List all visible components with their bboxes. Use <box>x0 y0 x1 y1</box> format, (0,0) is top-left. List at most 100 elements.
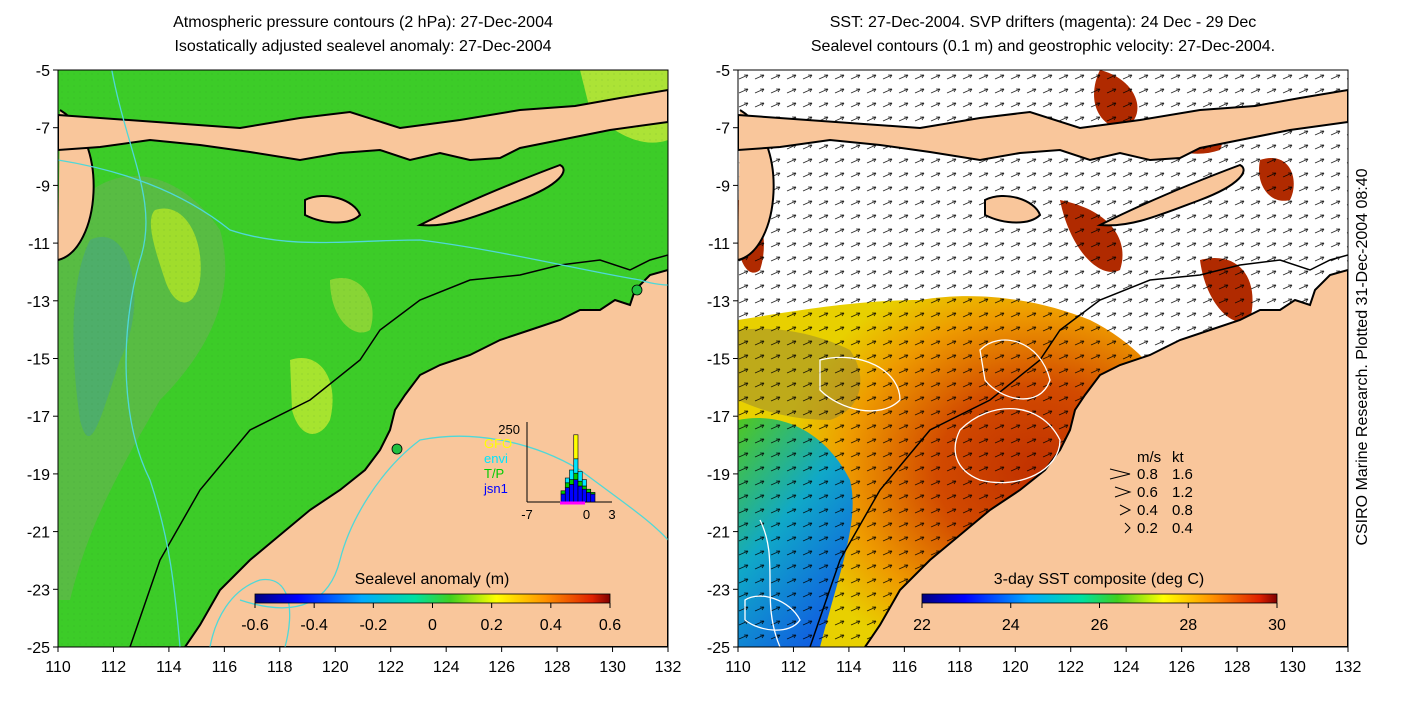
speed-legend-ms-value: 0.8 <box>1137 466 1158 483</box>
inset-bar-jsn1 <box>564 487 570 503</box>
speed-legend-ms-value: 0.4 <box>1137 502 1158 519</box>
speed-legend-arrow <box>1109 468 1131 480</box>
left-station-marker-2 <box>631 284 643 296</box>
right-colorbar-tick-label: 28 <box>1179 617 1197 634</box>
left-lat-tick-label: -15 <box>27 352 50 369</box>
inset-x-tick-label: 3 <box>608 507 615 522</box>
right-lat-tick-label: -17 <box>707 409 730 426</box>
inset-bar-t-p <box>581 485 587 490</box>
inset-bar-envi <box>573 458 579 474</box>
left-lat-tick-label: -23 <box>27 582 50 599</box>
left-colorbar-tick-label: 0.6 <box>599 617 621 634</box>
left-lon-tick-label: 130 <box>599 659 626 676</box>
right-lon-tick-label: 130 <box>1279 659 1306 676</box>
left-lon-tick-label: 118 <box>267 659 293 676</box>
inset-bar-gfo <box>573 434 579 460</box>
right-lat-tick-label: -19 <box>707 467 730 484</box>
plot-credit: CSIRO Marine Research. Plotted 31-Dec-20… <box>1354 168 1371 545</box>
left-title-line1: Atmospheric pressure contours (2 hPa): 2… <box>173 14 553 31</box>
inset-bar-jsn1 <box>586 492 592 503</box>
left-pressure-contour-1 <box>111 70 181 647</box>
speed-legend-kt-value: 1.2 <box>1172 484 1193 501</box>
left-lat-tick-label: -7 <box>36 121 50 138</box>
inset-bar-t-p <box>586 488 592 493</box>
right-colorbar-ticks: 22 24 26 28 30 <box>913 603 1286 634</box>
inset-bar-envi <box>569 469 575 480</box>
left-lon-tick-label: 124 <box>433 659 460 676</box>
left-colorbar-tick-label: 0 <box>428 617 437 634</box>
left-pressure-contour-3 <box>239 435 668 609</box>
right-sealevel-contour-2 <box>979 339 1051 400</box>
inset-bar-jsn1 <box>577 485 583 503</box>
inset-x-tick-label: 0 <box>583 507 590 522</box>
right-lesser-sunda-islands <box>738 88 1348 162</box>
left-colorbar-ticks: -0.6 -0.4 -0.2 0 0.2 0.4 0.6 <box>241 603 621 634</box>
left-lon-tick-label: 110 <box>45 659 71 676</box>
left-lat-tick-label: -13 <box>27 294 50 311</box>
inset-x-tick-label: -7 <box>521 507 533 522</box>
left-title-line2: Isostatically adjusted sealevel anomaly:… <box>174 38 552 55</box>
left-lat-tick-label: -9 <box>36 178 50 195</box>
right-colorbar-tick-label: 22 <box>913 617 931 634</box>
right-sealevel-contour-4 <box>819 356 901 412</box>
right-lat-tick-label: -15 <box>707 352 730 369</box>
left-pressure-contour-4 <box>209 578 291 647</box>
right-colorbar <box>921 593 1278 604</box>
left-lon-tick-label: 132 <box>655 659 682 676</box>
left-lon-tick-label: 116 <box>212 659 238 676</box>
right-lon-tick-label: 128 <box>1224 659 1251 676</box>
right-lon-tick-label: 116 <box>892 659 918 676</box>
right-lon-tick-label: 124 <box>1113 659 1140 676</box>
speed-legend-ms-value: 0.2 <box>1137 520 1158 537</box>
right-title-line1: SST: 27-Dec-2004. SVP drifters (magenta)… <box>829 14 1257 31</box>
left-colorbar-tick-label: -0.4 <box>300 617 328 634</box>
inset-bar-jsn1 <box>573 479 579 503</box>
left-lat-tick-label: -11 <box>28 236 50 253</box>
right-colorbar-tick-label: 30 <box>1268 617 1286 634</box>
left-lon-tick-label: 126 <box>488 659 515 676</box>
map-axis-ticks: -5 -7 -9 -11 -13 -15 -17 -19 -21 -23 -25 110 112 114 1… <box>27 63 1362 676</box>
inset-bar-t-p <box>564 482 570 488</box>
right-lon-tick-label: 112 <box>781 659 807 676</box>
right-shelf-edge-contour <box>809 254 1348 647</box>
speed-legend-kt-value: 0.8 <box>1172 502 1193 519</box>
right-sealevel-contour-5 <box>744 595 801 631</box>
speed-legend-header-ms: m/s <box>1137 449 1161 466</box>
inset-legend-gfo: GFO <box>484 436 512 451</box>
inset-legend-t-p: T/P <box>484 466 504 481</box>
right-lon-tick-label: 118 <box>947 659 973 676</box>
left-lat-tick-label: -5 <box>36 63 50 80</box>
speed-legend-kt-value: 1.6 <box>1172 466 1193 483</box>
speed-legend: m/s kt 0.8 1.60.6 1.20.4 0.80.2 0.4 <box>1109 449 1193 537</box>
left-colorbar-label: Sealevel anomaly (m) <box>355 571 510 588</box>
left-lat-tick-label: -25 <box>27 640 50 657</box>
right-lat-tick-label: -23 <box>707 582 730 599</box>
inset-bar-envi <box>577 471 583 482</box>
inset-bar-t-p <box>590 492 596 495</box>
right-title-line2: Sealevel contours (0.1 m) and geostrophi… <box>810 38 1276 55</box>
right-lon-tick-label: 120 <box>1002 659 1029 676</box>
right-lon-tick-label: 110 <box>725 659 751 676</box>
right-lon-tick-label: 122 <box>1057 659 1084 676</box>
left-shelf-edge-contour <box>129 254 668 647</box>
left-lat-tick-label: -19 <box>27 467 50 484</box>
speed-legend-arrow <box>1114 486 1132 498</box>
right-lat-tick-label: -9 <box>716 178 730 195</box>
speed-legend-arrow <box>1119 504 1132 516</box>
right-map <box>738 70 1348 647</box>
inset-bar-t-p <box>577 480 583 487</box>
left-lon-tick-label: 122 <box>377 659 404 676</box>
left-sumba-island <box>304 195 362 224</box>
left-colorbar-tick-label: 0.2 <box>481 617 503 634</box>
right-lat-tick-label: -5 <box>716 63 730 80</box>
right-colorbar-tick-label: 24 <box>1002 617 1020 634</box>
right-lon-tick-label: 132 <box>1335 659 1362 676</box>
left-pressure-contour-2 <box>58 159 668 286</box>
speed-legend-kt-value: 0.4 <box>1172 520 1193 537</box>
right-sealevel-contour-1 <box>954 408 1061 484</box>
right-lon-tick-label: 126 <box>1168 659 1195 676</box>
inset-bar-envi <box>581 479 587 487</box>
right-sumba-island <box>984 195 1042 224</box>
